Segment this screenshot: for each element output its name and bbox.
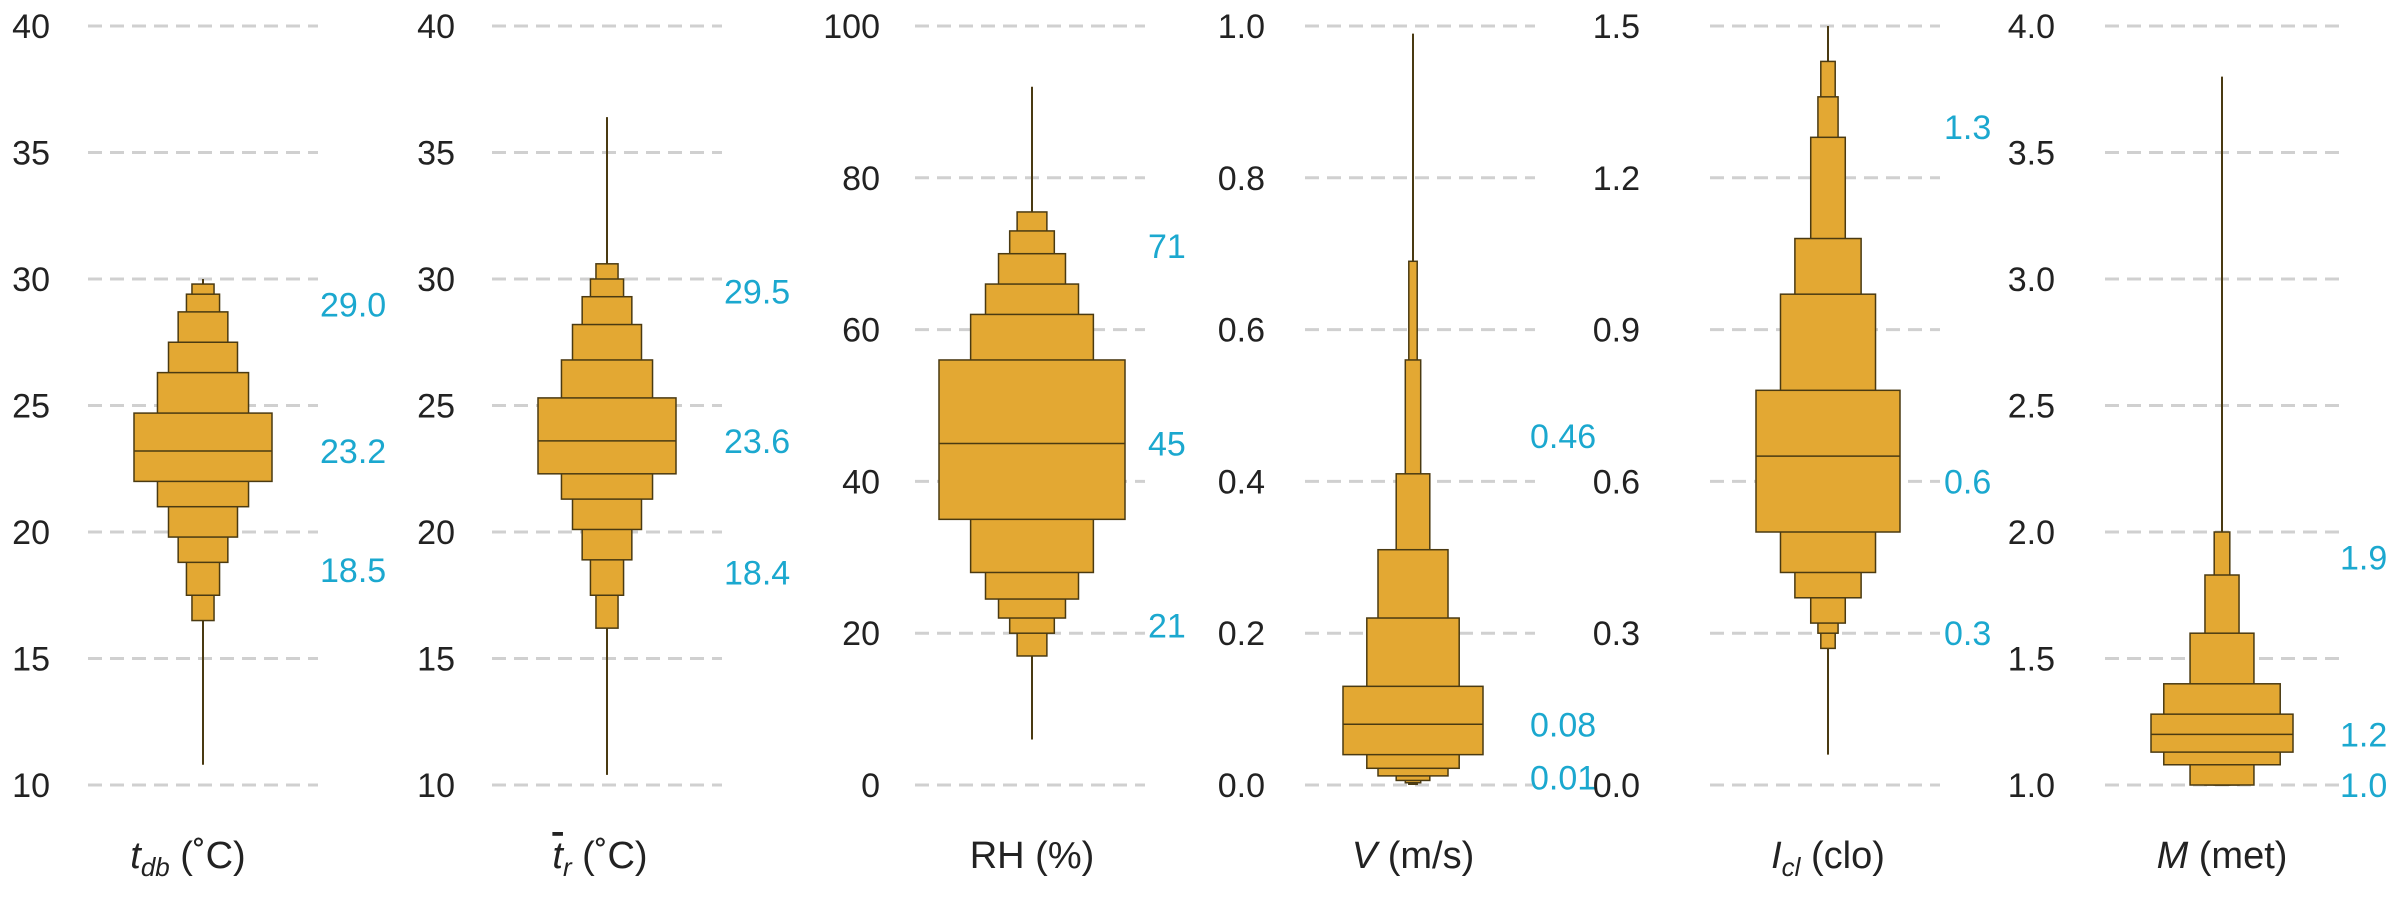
value-annotation: 71 (1148, 228, 1186, 266)
y-tick-label: 0.3 (1593, 615, 1640, 653)
y-tick-label: 25 (417, 388, 455, 426)
y-tick-label: 35 (12, 135, 50, 173)
y-tick-label: 3.0 (2008, 261, 2055, 299)
boxen-box (133, 412, 273, 483)
panel-5: 0.0 0.3 0.6 0.9 1.2 1.5 1.3 0.6 0.3 Icl (clo) (1593, 8, 1992, 882)
y-tick-label: 30 (12, 261, 50, 299)
y-tick-label: 1.0 (1218, 8, 1265, 46)
value-annotation: 45 (1148, 425, 1186, 463)
y-tick-label: 0.4 (1218, 463, 1265, 501)
y-tick-label: 2.5 (2008, 388, 2055, 426)
y-tick-label: 0.2 (1218, 615, 1265, 653)
y-tick-label: 25 (12, 388, 50, 426)
x-axis-label: RH (%) (970, 835, 1095, 877)
y-tick-label: 3.5 (2008, 135, 2055, 173)
panel-1: 10 15 20 25 30 35 40 29.0 23.2 18.5 tdb (˚C) (12, 8, 386, 882)
value-annotation: 1.2 (2340, 716, 2387, 754)
value-annotation: 0.6 (1944, 463, 1991, 501)
x-axis-label: tr (˚C) (552, 835, 647, 882)
y-tick-label: 0.0 (1593, 767, 1640, 805)
y-tick-label: 20 (842, 615, 880, 653)
panel-4: 0.0 0.2 0.4 0.6 0.8 1.0 0.46 0.08 0.01 V (m/s) (1218, 8, 1596, 877)
y-tick-label: 1.0 (2008, 767, 2055, 805)
value-annotation: 1.9 (2340, 539, 2387, 577)
value-annotation: 0.08 (1530, 706, 1596, 744)
boxen-box (1342, 685, 1484, 756)
y-tick-label: 1.2 (1593, 160, 1640, 198)
panel-3: 0 20 40 60 80 100 71 45 21 RH (%) (823, 8, 1186, 877)
value-annotation: 29.0 (320, 286, 386, 324)
y-tick-label: 35 (417, 135, 455, 173)
y-tick-label: 10 (417, 767, 455, 805)
y-tick-label: 4.0 (2008, 8, 2055, 46)
value-annotation: 23.6 (724, 423, 790, 461)
panel-2: 10 15 20 25 30 35 40 29.5 23.6 18.4 tr (˚C) (417, 8, 790, 882)
boxen-box (2150, 713, 2294, 753)
x-axis-label: M (met) (2157, 835, 2288, 877)
value-annotation: 18.5 (320, 552, 386, 590)
y-tick-label: 0 (861, 767, 880, 805)
value-annotation: 1.3 (1944, 109, 1991, 147)
x-axis-label: tdb (˚C) (130, 835, 245, 882)
value-annotation: 0.01 (1530, 759, 1596, 797)
boxen-box (537, 397, 677, 475)
value-annotation: 0.46 (1530, 418, 1596, 456)
x-axis-label: Icl (clo) (1771, 835, 1885, 882)
boxen-box (938, 359, 1126, 521)
value-annotation: 1.0 (2340, 767, 2387, 805)
y-tick-label: 40 (12, 8, 50, 46)
y-tick-label: 1.5 (2008, 641, 2055, 679)
y-tick-label: 2.0 (2008, 514, 2055, 552)
y-tick-label: 20 (12, 514, 50, 552)
boxen-box (1755, 389, 1901, 533)
value-annotation: 29.5 (724, 274, 790, 312)
y-tick-label: 20 (417, 514, 455, 552)
x-axis-label: V (m/s) (1352, 835, 1474, 877)
y-tick-label: 0.0 (1218, 767, 1265, 805)
value-annotation: 0.3 (1944, 615, 1991, 653)
y-tick-label: 15 (417, 641, 455, 679)
y-tick-label: 40 (417, 8, 455, 46)
y-tick-label: 0.6 (1218, 312, 1265, 350)
value-annotation: 23.2 (320, 433, 386, 471)
y-tick-label: 0.9 (1593, 312, 1640, 350)
y-tick-label: 30 (417, 261, 455, 299)
value-annotation: 21 (1148, 608, 1186, 646)
y-tick-label: 0.6 (1593, 463, 1640, 501)
y-tick-label: 60 (842, 312, 880, 350)
y-tick-label: 100 (823, 8, 880, 46)
value-annotation: 18.4 (724, 554, 790, 592)
y-tick-label: 1.5 (1593, 8, 1640, 46)
y-tick-label: 80 (842, 160, 880, 198)
y-tick-label: 40 (842, 463, 880, 501)
y-tick-label: 10 (12, 767, 50, 805)
y-tick-label: 15 (12, 641, 50, 679)
y-tick-label: 0.8 (1218, 160, 1265, 198)
panel-6: 1.0 1.5 2.0 2.5 3.0 3.5 4.0 1.9 1.2 1.0 M (met) (2008, 8, 2388, 877)
